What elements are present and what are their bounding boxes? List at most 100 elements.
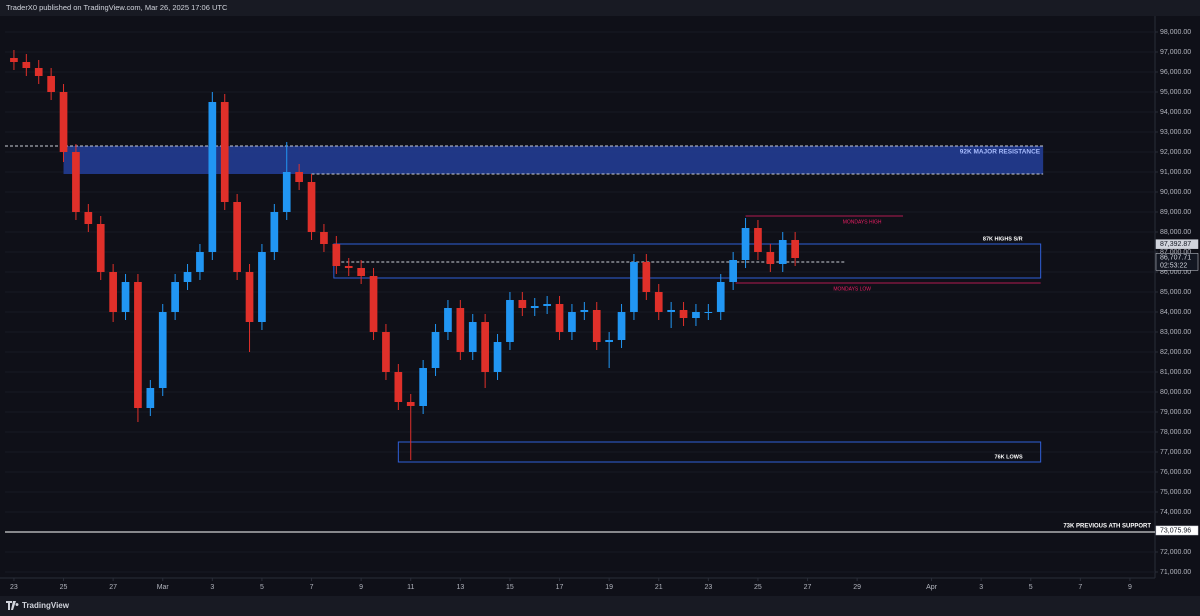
x-tick-label: 29 [853, 584, 861, 591]
candle-body [704, 312, 713, 313]
price-label-bg [1155, 253, 1199, 271]
y-tick-label: 87,000.00 [1160, 249, 1191, 256]
x-tick-label: 3 [979, 584, 983, 591]
candle-body [357, 268, 365, 276]
candle-body [196, 252, 204, 272]
candle-body [468, 322, 477, 352]
candle-body [431, 332, 440, 368]
candle-body [506, 300, 514, 342]
candle-body [530, 306, 539, 308]
candle-body [716, 282, 725, 312]
price-label: 73,075.96 [1160, 527, 1191, 534]
level-label: 73K PREVIOUS ATH SUPPORT [1063, 524, 1151, 530]
y-tick-label: 75,000.00 [1160, 489, 1191, 496]
candle-body [183, 272, 192, 282]
candle-body [47, 76, 55, 92]
candle-body [158, 312, 167, 388]
zone-label: 92K MAJOR RESISTANCE [960, 149, 1041, 156]
candle-body [568, 312, 576, 332]
candle-body [270, 212, 279, 252]
candle-body [134, 282, 142, 408]
candle-body [121, 282, 130, 312]
y-tick-label: 98,000.00 [1160, 29, 1191, 36]
footer-text: TradingView [22, 601, 70, 610]
candle-body [642, 262, 651, 292]
y-tick-label: 91,000.00 [1160, 169, 1191, 176]
candle-body [245, 272, 254, 322]
x-tick-label: Apr [926, 584, 938, 591]
candle-body [258, 252, 266, 322]
price-label-bg [1155, 525, 1199, 536]
candle-body [555, 304, 564, 332]
y-tick-label: 85,000.00 [1160, 289, 1191, 296]
candle-body [84, 212, 93, 224]
y-tick-label: 83,000.00 [1160, 329, 1191, 336]
x-tick-label: 27 [804, 584, 812, 591]
y-tick-label: 79,000.00 [1160, 409, 1191, 416]
logo [6, 601, 19, 610]
candle-body [34, 68, 43, 76]
y-tick-label: 82,000.00 [1160, 349, 1191, 356]
y-tick-label: 95,000.00 [1160, 89, 1191, 96]
candle-body [729, 260, 737, 282]
x-tick-label: 23 [10, 584, 18, 591]
candle-body [282, 172, 291, 212]
candle-body [394, 372, 403, 402]
x-tick-label: 5 [1029, 584, 1033, 591]
y-tick-label: 89,000.00 [1160, 209, 1191, 216]
candle-body [692, 312, 700, 318]
candle-body [679, 310, 688, 318]
candle-body [171, 282, 179, 312]
candle-body [741, 228, 750, 260]
plot-area [5, 31, 1155, 573]
candle-body [444, 308, 452, 332]
candle-body [10, 58, 18, 62]
candle-body [667, 310, 675, 312]
candle-body [754, 228, 762, 252]
candle-body [617, 312, 626, 340]
y-tick-label: 81,000.00 [1160, 369, 1191, 376]
header-text: TraderX0 published on TradingView.com, M… [6, 3, 228, 12]
candle-body [109, 272, 117, 312]
candle-body [654, 292, 663, 312]
y-tick-label: 90,000.00 [1160, 189, 1191, 196]
price-label-bg [1155, 239, 1199, 249]
candle-body [481, 322, 489, 372]
candle-body [208, 102, 217, 252]
y-tick-label: 92,000.00 [1160, 149, 1191, 156]
candle-body [543, 304, 551, 306]
price-label: 87,392.87 [1160, 241, 1191, 248]
zone-label: 76K LOWS [995, 454, 1023, 460]
candle-body [630, 262, 638, 312]
footer-bar [0, 596, 1200, 616]
y-tick-label: 86,000.00 [1160, 269, 1191, 276]
candle-body [766, 252, 775, 264]
candle-body [778, 240, 787, 264]
y-tick-label: 88,000.00 [1160, 229, 1191, 236]
y-tick-label: 94,000.00 [1160, 109, 1191, 116]
candle-body [146, 388, 155, 408]
y-tick-label: 74,000.00 [1160, 509, 1191, 516]
y-tick-label: 84,000.00 [1160, 309, 1191, 316]
x-tick-label: 17 [556, 584, 564, 591]
price-label: 86,707.71 [1160, 255, 1191, 262]
candle-body [791, 240, 799, 258]
x-tick-label: 9 [359, 584, 363, 591]
candle-body [233, 202, 241, 272]
x-tick-label: 25 [60, 584, 68, 591]
candle-body [72, 152, 80, 212]
y-tick-label: 96,000.00 [1160, 69, 1191, 76]
x-tick-label: Mar [157, 584, 170, 591]
candle-body [344, 266, 353, 268]
x-tick-label: 9 [1128, 584, 1132, 591]
y-tick-label: 76,000.00 [1160, 469, 1191, 476]
y-tick-label: 93,000.00 [1160, 129, 1191, 136]
y-tick-label: 80,000.00 [1160, 389, 1191, 396]
candle-body [332, 244, 341, 266]
candle-body [382, 332, 390, 372]
x-tick-label: 23 [704, 584, 712, 591]
y-tick-label: 97,000.00 [1160, 49, 1191, 56]
candle-body [456, 308, 465, 352]
